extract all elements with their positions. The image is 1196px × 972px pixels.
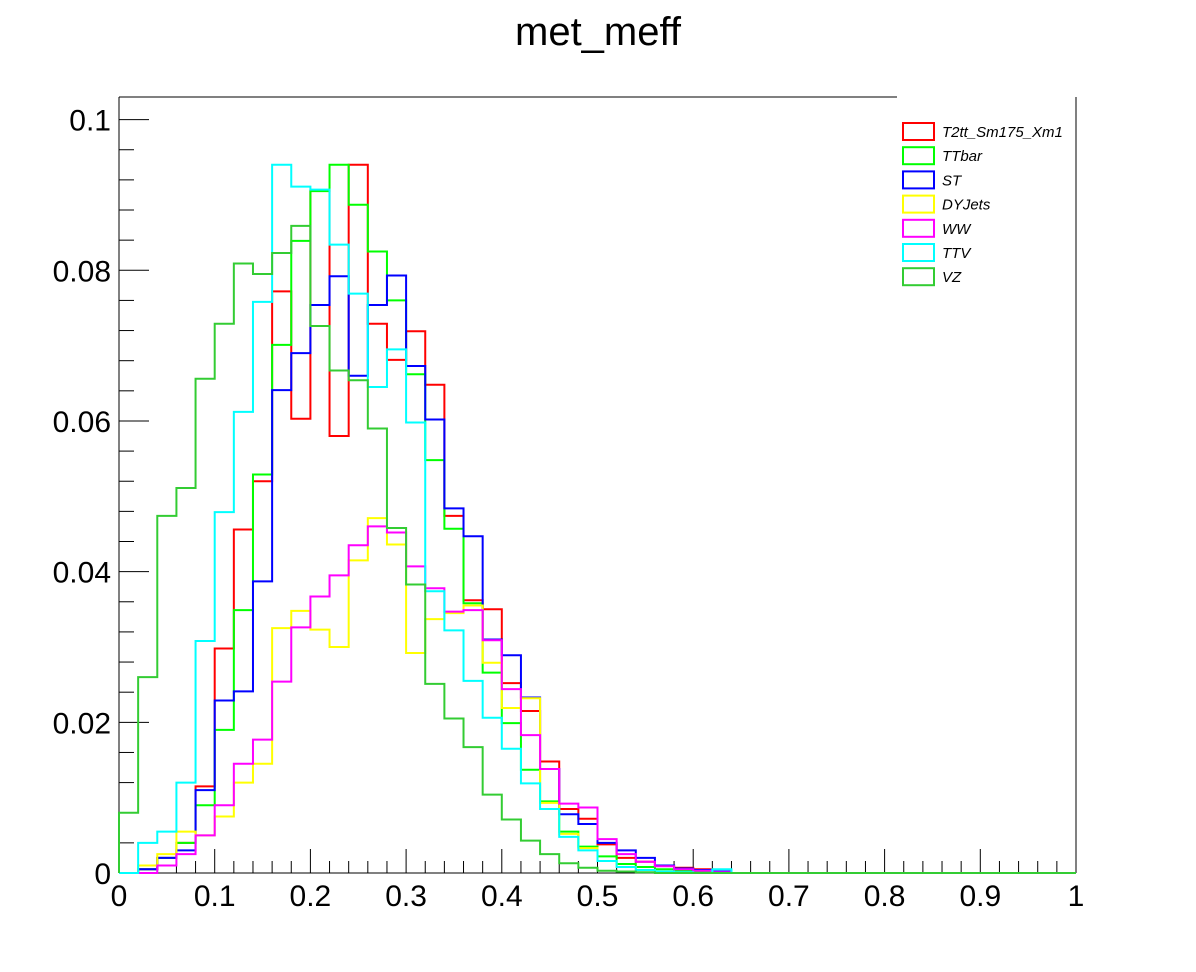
y-tick-label: 0.06	[53, 406, 111, 439]
y-tick-label: 0.02	[53, 707, 111, 740]
x-tick-label: 0	[111, 880, 128, 913]
legend-swatch	[902, 170, 935, 190]
legend-label: DYJets	[942, 197, 991, 214]
x-tick-label: 0.5	[577, 880, 619, 913]
legend-swatch	[902, 267, 935, 287]
legend-swatch	[902, 122, 935, 141]
legend-label: ST	[942, 172, 963, 189]
series-line-ww	[119, 525, 1076, 874]
x-tick-label: 1	[1068, 880, 1085, 913]
y-tick-label: 0.1	[69, 105, 111, 138]
series-group	[118, 163, 1076, 874]
x-tick-label: 0.4	[481, 880, 523, 913]
x-tick-label: 0.6	[672, 880, 714, 913]
legend-swatch	[902, 146, 935, 166]
series-line-st	[119, 274, 1076, 874]
x-tick-label: 0.9	[959, 880, 1001, 913]
chart-title: met_meff	[515, 10, 681, 54]
y-tick-label: 0	[94, 858, 111, 891]
legend-label: TTV	[942, 245, 972, 262]
legend-label: VZ	[942, 269, 962, 286]
legend-swatch	[902, 218, 935, 238]
series-line-vz	[118, 224, 1076, 874]
series-line-t2tt-sm175-xm1	[119, 163, 1076, 874]
x-tick-label: 0.7	[768, 880, 810, 913]
legend-swatch	[902, 243, 935, 262]
x-tick-label: 0.1	[194, 880, 236, 913]
x-tick-label: 0.3	[385, 880, 427, 913]
x-tick-label: 0.8	[864, 880, 906, 913]
legend-label: WW	[942, 221, 972, 238]
legend: T2tt_Sm175_Xm1 TTbar ST DYJets WW TTV VZ	[902, 122, 1063, 287]
legend-label: TTbar	[942, 148, 983, 165]
axes: 0 0.1 0.2 0.3 0.4 0.5 0.6 0.7 0.8 0.9 1 0 0.02 0.04 0.…	[53, 105, 1085, 913]
y-tick-label: 0.08	[53, 255, 111, 288]
y-tick-label: 0.04	[53, 557, 111, 590]
legend-label: T2tt_Sm175_Xm1	[942, 124, 1063, 141]
series-line-ttv	[119, 163, 1076, 874]
x-tick-label: 0.2	[290, 880, 332, 913]
series-line-ttbar	[119, 163, 1076, 874]
legend-swatch	[902, 194, 935, 214]
